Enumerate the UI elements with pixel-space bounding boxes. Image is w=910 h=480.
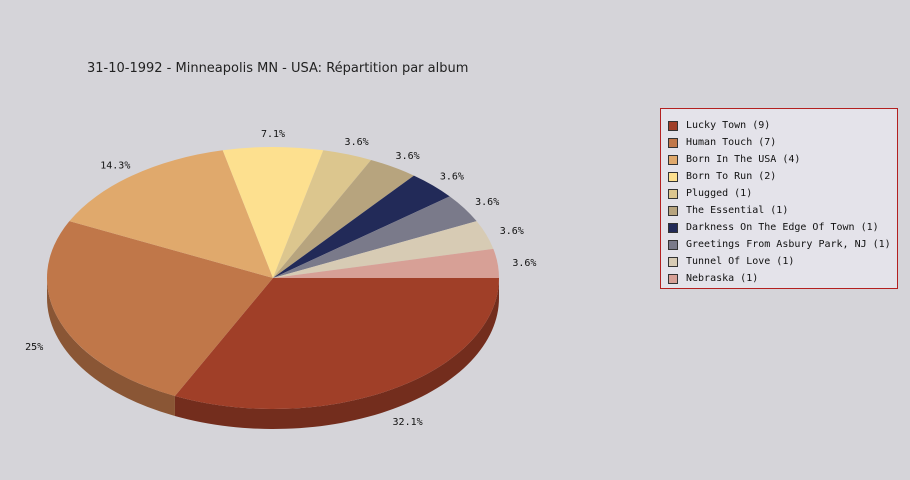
legend-item-3: Born To Run (2) [668,168,897,185]
legend-label: Born To Run (2) [686,171,777,182]
pie-slice-4 [273,150,372,278]
legend-item-4: Plugged (1) [668,185,897,202]
legend-item-0: Lucky Town (9) [668,117,897,134]
pie-slice-side-0 [174,278,500,429]
legend-item-6: Darkness On The Edge Of Town (1) [668,219,897,236]
pie-slice-side-1 [47,278,175,417]
legend-item-2: Born In The USA (4) [668,151,897,168]
legend-item-7: Greetings From Asbury Park, NJ (1) [668,236,897,253]
pie-slice-5 [273,159,414,278]
pie-pct-label-0: 32.1% [393,417,423,428]
pie-pct-label-6: 3.6% [440,172,464,183]
legend-swatch [668,154,678,165]
legend-swatch [668,222,678,233]
legend-label: Lucky Town (9) [686,120,771,131]
legend-swatch [668,239,678,250]
chart-title: 31-10-1992 - Minneapolis MN - USA: Répar… [87,61,469,76]
legend-label: Darkness On The Edge Of Town (1) [686,222,879,233]
legend-swatch [668,171,678,182]
legend-item-5: The Essential (1) [668,202,897,219]
legend-label: Nebraska (1) [686,273,759,284]
pie-slice-7 [273,196,477,278]
pie-slice-1 [46,221,273,397]
legend-label: The Essential (1) [686,205,789,216]
legend-swatch [668,188,678,199]
legend-label: Human Touch (7) [686,137,777,148]
pie-slice-0 [174,278,500,409]
pie-slice-2 [69,150,273,278]
legend-swatch [668,205,678,216]
legend-item-1: Human Touch (7) [668,134,897,151]
legend-swatch [668,137,678,148]
pie-pct-label-3: 7.1% [261,129,285,140]
legend-item-9: Nebraska (1) [668,270,897,287]
pie-pct-label-9: 3.6% [512,258,536,269]
pie-slice-3 [222,147,324,278]
pie-pct-label-8: 3.6% [500,226,524,237]
pie-slice-8 [273,221,494,278]
legend-swatch [668,120,678,131]
legend: Lucky Town (9) Human Touch (7) Born In The… [660,108,898,289]
pie-pct-label-2: 14.3% [100,161,130,172]
pie-pct-label-4: 3.6% [345,137,369,148]
legend-label: Born In The USA (4) [686,154,801,165]
pie-slice-6 [273,175,450,278]
pie-slice-9 [273,248,499,278]
legend-label: Tunnel Of Love (1) [686,256,795,267]
pie-pct-label-5: 3.6% [396,151,420,162]
pie-pct-label-7: 3.6% [475,197,499,208]
legend-label: Plugged (1) [686,188,753,199]
legend-swatch [668,273,678,284]
legend-swatch [668,256,678,267]
legend-item-8: Tunnel Of Love (1) [668,253,897,270]
pie-pct-label-1: 25% [25,342,43,353]
legend-label: Greetings From Asbury Park, NJ (1) [686,239,891,250]
